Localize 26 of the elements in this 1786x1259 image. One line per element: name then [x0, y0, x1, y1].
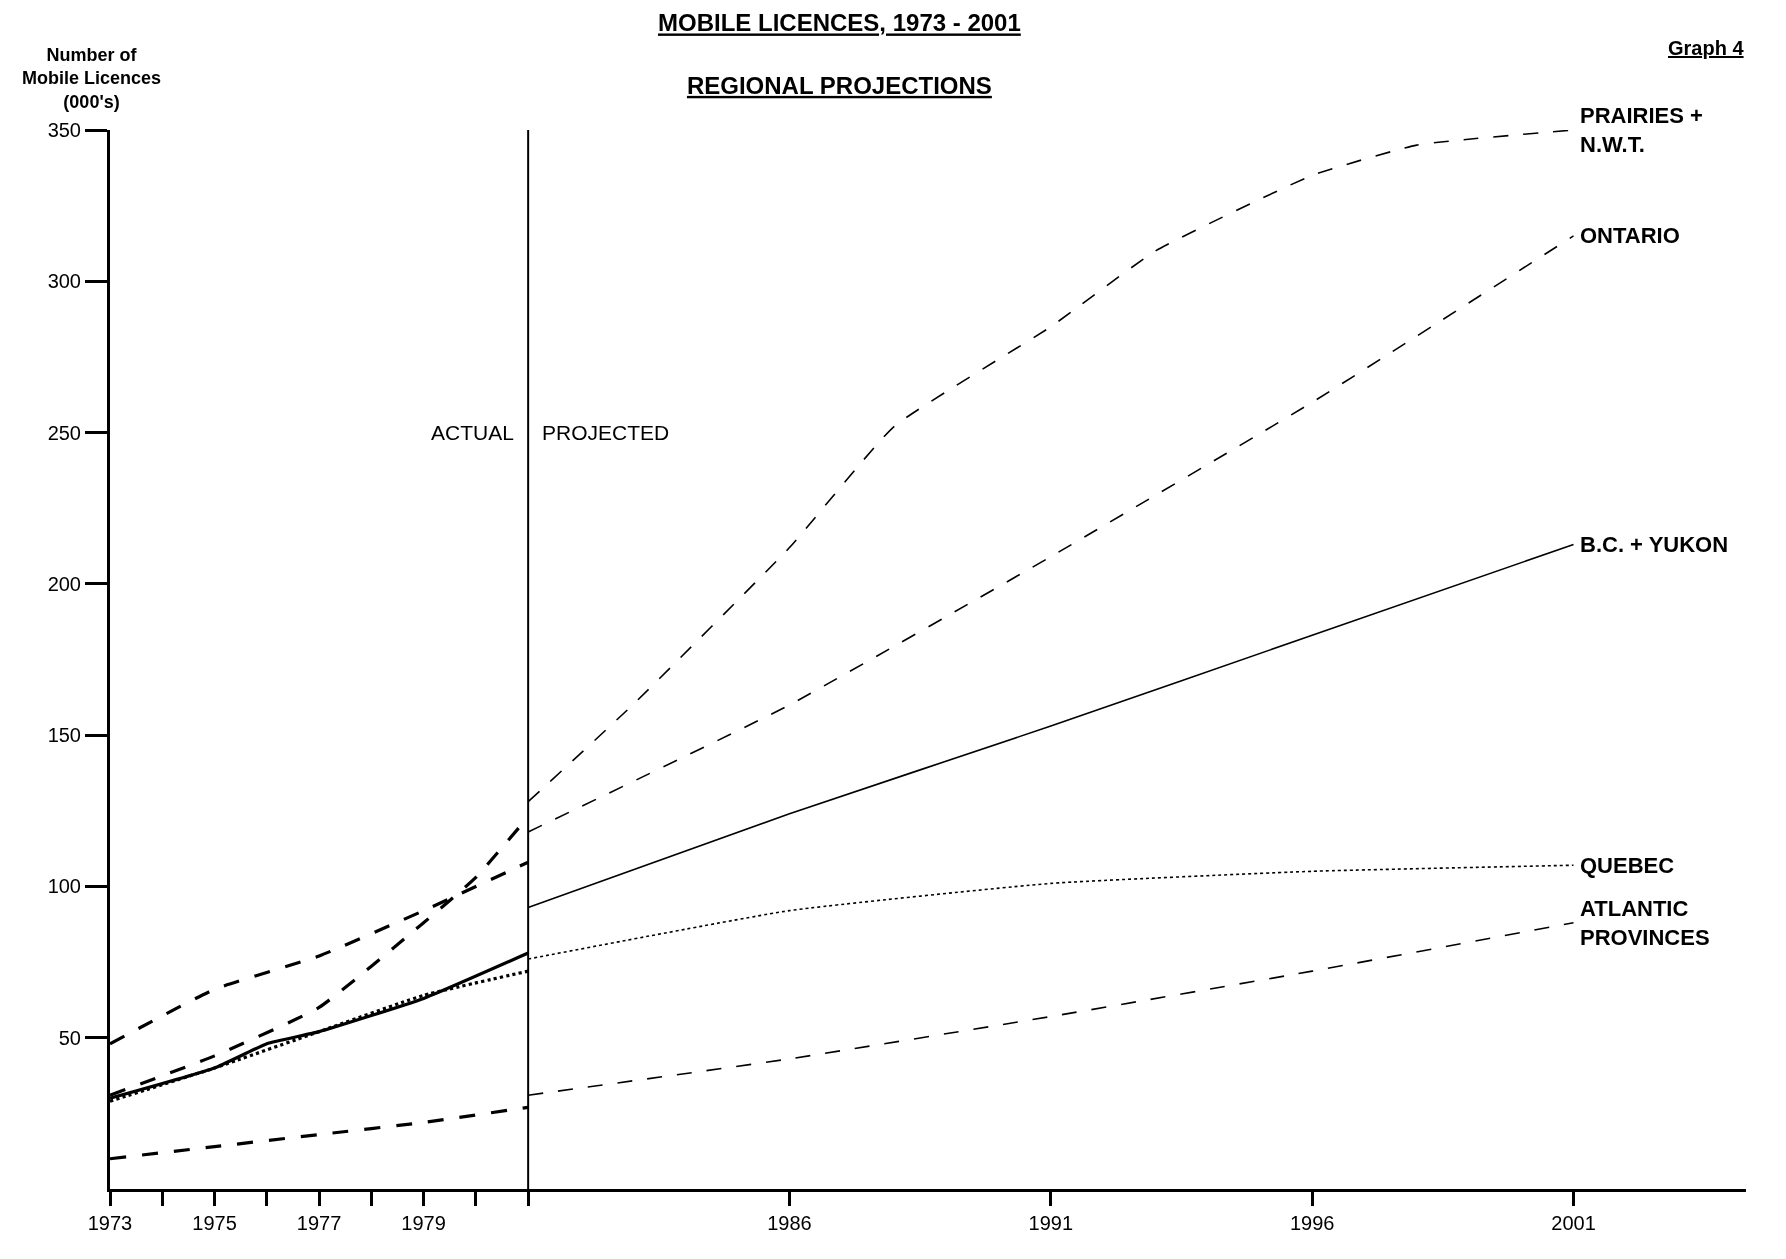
annotation: PROJECTED	[542, 421, 670, 444]
x-tick-label: 1977	[296, 1212, 342, 1234]
series-label: QUEBEC	[1580, 853, 1675, 878]
chart-subtitle: REGIONAL PROJECTIONS	[686, 71, 992, 99]
x-tick-label: 1979	[401, 1212, 446, 1234]
x-tick-label: 1996	[1289, 1212, 1335, 1234]
series-label: PRAIRIES + N.W.T.	[1580, 103, 1703, 157]
y-tick-label: 50	[58, 1026, 81, 1049]
series-label: ONTARIO	[1580, 223, 1680, 248]
y-tick-label: 100	[47, 875, 81, 898]
x-tick-label: 1986	[767, 1212, 812, 1234]
y-tick-label: 150	[47, 724, 81, 747]
y-tick-label: 350	[47, 119, 81, 141]
series-label: ATLANTIC PROVINCES	[1580, 896, 1710, 950]
y-tick-label: 250	[47, 421, 81, 444]
x-tick-label: 1975	[192, 1212, 237, 1234]
y-tick-label: 300	[47, 270, 81, 293]
series-label: B.C. + YUKON	[1580, 532, 1729, 557]
x-tick-label: 1973	[87, 1212, 133, 1234]
y-axis-title: Number of Mobile Licences (000's)	[22, 45, 162, 112]
y-tick-label: 200	[47, 572, 81, 595]
annotation: ACTUAL	[431, 421, 514, 444]
x-tick-label: 1991	[1028, 1212, 1074, 1234]
chart-title: MOBILE LICENCES, 1973 - 2001	[658, 9, 1021, 37]
x-tick-label: 2001	[1551, 1212, 1596, 1234]
caption: Graph 4	[1668, 37, 1745, 59]
